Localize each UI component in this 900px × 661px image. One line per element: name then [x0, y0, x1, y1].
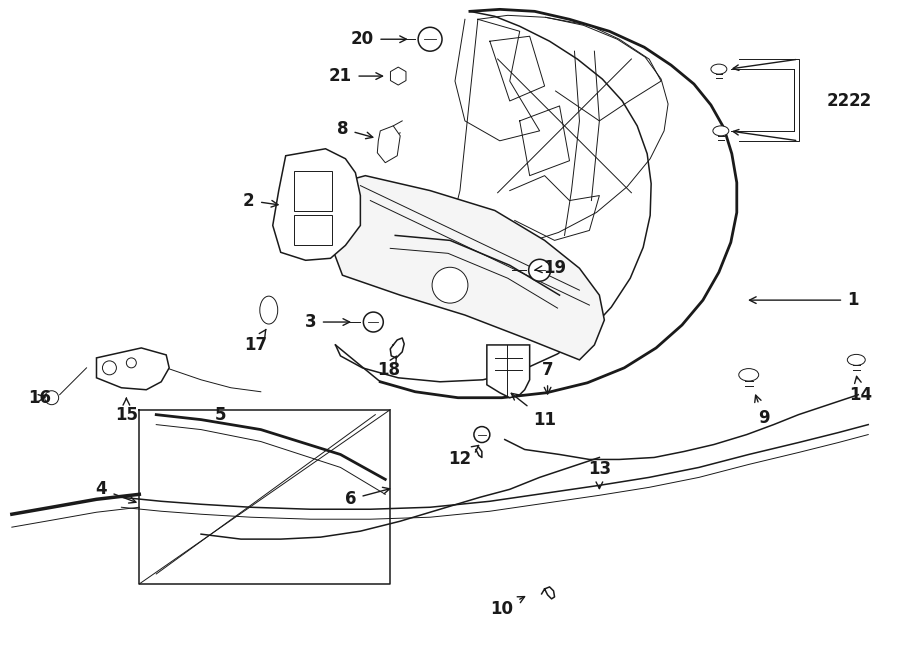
- Text: 17: 17: [244, 329, 267, 354]
- Circle shape: [474, 426, 490, 442]
- Text: 19: 19: [536, 259, 566, 277]
- Polygon shape: [487, 345, 530, 398]
- Ellipse shape: [739, 369, 759, 381]
- Text: 6: 6: [345, 487, 390, 508]
- Bar: [293, 215, 331, 245]
- Polygon shape: [273, 149, 360, 260]
- Circle shape: [126, 358, 136, 368]
- Polygon shape: [310, 176, 604, 360]
- Text: 16: 16: [28, 389, 51, 407]
- Text: 13: 13: [588, 461, 611, 488]
- Text: 12: 12: [448, 446, 479, 469]
- Bar: [293, 171, 331, 210]
- Ellipse shape: [711, 64, 727, 74]
- Text: 21: 21: [328, 67, 382, 85]
- Circle shape: [528, 259, 551, 281]
- Circle shape: [418, 27, 442, 51]
- Polygon shape: [377, 126, 400, 163]
- Text: 20: 20: [351, 30, 407, 48]
- Text: 7: 7: [542, 361, 554, 394]
- Circle shape: [432, 267, 468, 303]
- Ellipse shape: [713, 126, 729, 136]
- Text: 15: 15: [115, 398, 138, 424]
- Ellipse shape: [260, 296, 278, 324]
- Polygon shape: [96, 348, 169, 390]
- Circle shape: [103, 361, 116, 375]
- Text: 8: 8: [337, 120, 373, 139]
- Text: 22: 22: [849, 92, 871, 110]
- Circle shape: [364, 312, 383, 332]
- Text: 2: 2: [243, 192, 278, 210]
- Text: 4: 4: [95, 481, 136, 503]
- Text: 5: 5: [215, 406, 227, 424]
- Text: 14: 14: [849, 376, 872, 404]
- Circle shape: [45, 391, 58, 405]
- Text: 11: 11: [511, 393, 556, 428]
- Text: 10: 10: [491, 597, 525, 618]
- Text: 3: 3: [305, 313, 350, 331]
- Text: 18: 18: [377, 356, 400, 379]
- Text: 22: 22: [827, 92, 850, 110]
- Polygon shape: [391, 67, 406, 85]
- Text: 9: 9: [755, 395, 770, 426]
- Ellipse shape: [847, 354, 865, 366]
- Text: 1: 1: [750, 291, 859, 309]
